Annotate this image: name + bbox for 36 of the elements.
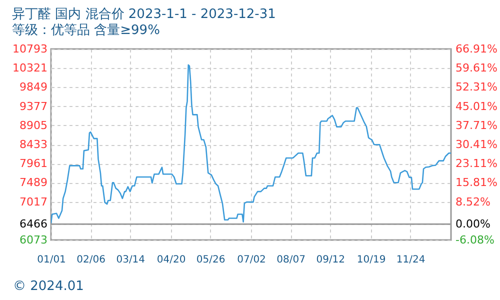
y-tick-label: 9377 [20,100,48,113]
chart-title: 异丁醛 国内 混合价 2023-1-1 - 2023-12-31 [12,7,276,22]
x-tick-label: 02/06 [76,254,106,266]
y2-tick-label: 37.71% [456,118,498,132]
y2-tick-label: 0.00% [456,218,490,231]
y2-tick-label: 8.52% [456,195,490,208]
x-tick-label: 03/14 [116,254,146,266]
x-tick-label: 09/12 [316,254,346,266]
x-tick-label: 07/02 [237,254,266,266]
y2-tick-label: 23.11% [456,157,498,170]
line-series [51,64,451,224]
y2-tick-label: 59.61% [456,62,498,75]
y2-tick-label: 30.41% [456,138,498,152]
x-tick-label: 10/19 [356,254,386,266]
y-tick-label: 7961 [20,157,48,170]
x-tick-label: 08/07 [276,254,306,266]
y-tick-label: 9849 [20,80,48,94]
y-tick-label: 7017 [20,195,48,208]
y-tick-label: 7489 [20,176,48,190]
y2-tick-label: 15.81% [456,176,498,190]
text: © 2024.01 [13,279,84,294]
y-tick-label: 6073 [20,234,48,246]
y2-tick-label: 52.31% [456,80,498,94]
y2-tick-label: -6.08% [456,234,494,246]
y2-tick-label: 66.91% [456,42,498,56]
y-tick-label: 8433 [20,138,48,151]
y-tick-label: 6466 [20,218,48,231]
y2-tick-label: 45.01% [456,100,498,113]
x-tick-label: 04/20 [156,254,186,266]
x-tick-label: 11/24 [396,254,426,266]
x-tick-label: 05/26 [196,254,226,266]
y-tick-label: 10793 [12,42,48,56]
y-tick-label: 8905 [20,118,48,132]
y-tick-label: 10321 [12,62,48,75]
x-tick-label: 01/01 [37,254,66,266]
chart-subtitle: 等级：优等品 含量≥99% [12,23,160,38]
